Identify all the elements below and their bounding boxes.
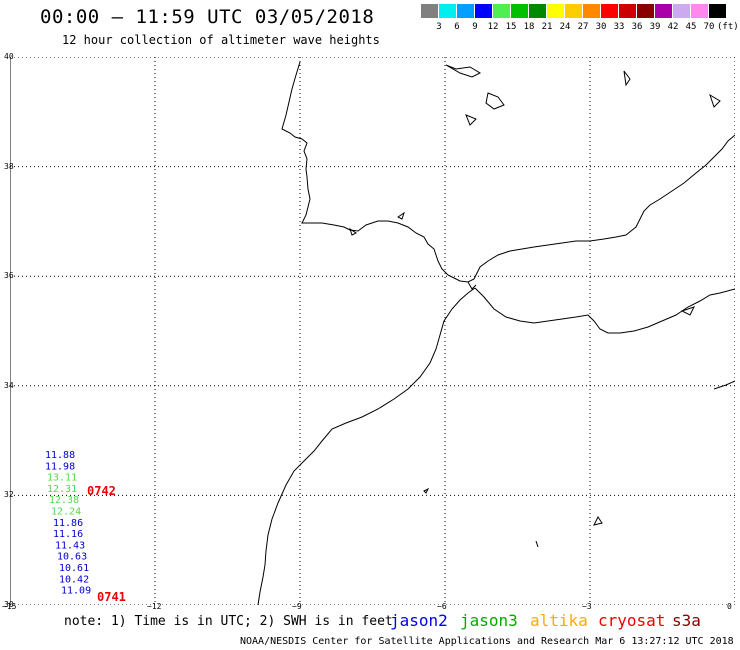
island-shape (445, 64, 482, 78)
island-shape (397, 211, 405, 220)
island-shape (423, 487, 430, 494)
gibraltar-detail (467, 281, 477, 290)
wave-height-labels: 11.8811.9813.1112.3112.3812.2411.8611.16… (45, 450, 91, 597)
legend-swatch (493, 4, 511, 18)
legend-swatch (457, 4, 475, 18)
morocco-med-coastline (474, 287, 735, 334)
wave-height-reading: 11.86 (53, 518, 83, 529)
legend-label: 39 (649, 22, 661, 32)
legend-swatch (655, 4, 673, 18)
lon-tick-label: −15 (2, 602, 17, 611)
island-shape (535, 540, 539, 548)
iberia-coastline (281, 61, 735, 283)
legend-swatch (565, 4, 583, 18)
legend-label: 18 (523, 22, 535, 32)
legend-swatch (511, 4, 529, 18)
legend-swatch (709, 4, 727, 18)
legend-label: 30 (595, 22, 607, 32)
pass-time-label: 0742 (87, 484, 116, 498)
legend-swatch (475, 4, 493, 18)
lat-tick-label: 38 (4, 161, 14, 171)
legend-swatch (547, 4, 565, 18)
satellite-label-jason2: jason2 (390, 611, 448, 630)
map-subtitle: 12 hour collection of altimeter wave hei… (62, 33, 380, 47)
lat-tick-label: 30 (4, 600, 14, 609)
wave-height-reading: 11.09 (61, 586, 91, 597)
satellite-label-jason3: jason3 (460, 611, 518, 630)
legend-swatch (421, 4, 439, 18)
wave-height-reading: 10.42 (59, 574, 89, 585)
coastline (257, 61, 735, 605)
wave-height-reading: 10.61 (59, 563, 89, 574)
satellite-label-s3a: s3a (672, 611, 701, 630)
satellite-label-cryosat: cryosat (598, 611, 666, 630)
legend-label: 33 (613, 22, 625, 32)
legend-label: 70 (703, 22, 715, 32)
wave-height-reading: 11.16 (53, 529, 83, 540)
legend-label: 12 (487, 22, 499, 32)
island-shape (623, 70, 631, 87)
altimeter-map: 11.8811.9813.1112.3112.3812.2411.8611.16… (10, 57, 735, 605)
map-title: 00:00 – 11:59 UTC 03/05/2018 (40, 6, 375, 28)
wave-height-reading: 11.43 (55, 540, 85, 551)
footer-credit: NOAA/NESDIS Center for Satellite Applica… (240, 636, 734, 647)
island-shape (349, 227, 357, 236)
legend-swatch (439, 4, 457, 18)
island-shape (465, 114, 477, 126)
pass-time-label: 0741 (97, 590, 126, 604)
lat-tick-label: 36 (4, 271, 14, 281)
wave-height-reading: 10.63 (57, 552, 87, 563)
lat-tick-label: 34 (4, 380, 14, 390)
legend-swatch (529, 4, 547, 18)
wave-height-reading: 12.31 (47, 484, 77, 495)
legend-label: 45 (685, 22, 697, 32)
color-legend: 3 6 9 12 15 18 21 24 27 30 33 36 39 42 45 70 (ft) (421, 4, 739, 36)
africa-coastline (257, 287, 476, 605)
legend-label: 36 (631, 22, 643, 32)
legend-label: 27 (577, 22, 589, 32)
island-shape (709, 93, 721, 108)
island-shape (485, 92, 505, 110)
legend-swatch (637, 4, 655, 18)
legend-swatch (691, 4, 709, 18)
legend-swatch (619, 4, 637, 18)
legend-label: 3 (436, 22, 442, 32)
footer-note: note: 1) Time is in UTC; 2) SWH is in fe… (64, 614, 393, 629)
legend-label: 6 (454, 22, 460, 32)
lon-tick-label: −6 (437, 602, 447, 611)
lon-tick-label: 0 (727, 602, 732, 611)
wave-height-reading: 12.24 (51, 507, 81, 518)
legend-label: 9 (472, 22, 478, 32)
wave-height-reading: 11.88 (45, 450, 75, 461)
lat-lon-grid (10, 57, 735, 605)
legend-label: 21 (541, 22, 553, 32)
pass-time-labels: 0742 0741 (87, 484, 126, 604)
legend-label: 24 (559, 22, 571, 32)
island-shape (680, 306, 695, 316)
lon-tick-label: −3 (582, 602, 592, 611)
island-shape (713, 380, 735, 390)
legend-swatch (673, 4, 691, 18)
legend-label: 15 (505, 22, 517, 32)
wave-height-reading: 13.11 (47, 473, 77, 484)
legend-swatch (583, 4, 601, 18)
wave-height-reading: 12.38 (49, 495, 79, 506)
satellite-label-altika: altika (530, 611, 588, 630)
legend-unit: (ft) (717, 22, 739, 32)
island-shape (593, 516, 603, 526)
wave-height-reading: 11.98 (45, 461, 75, 472)
lat-tick-label: 40 (4, 52, 14, 61)
lat-tick-label: 32 (4, 490, 14, 500)
lon-tick-label: −9 (292, 602, 302, 611)
legend-label: 42 (667, 22, 679, 32)
lon-tick-label: −12 (147, 602, 162, 611)
legend-swatch (601, 4, 619, 18)
